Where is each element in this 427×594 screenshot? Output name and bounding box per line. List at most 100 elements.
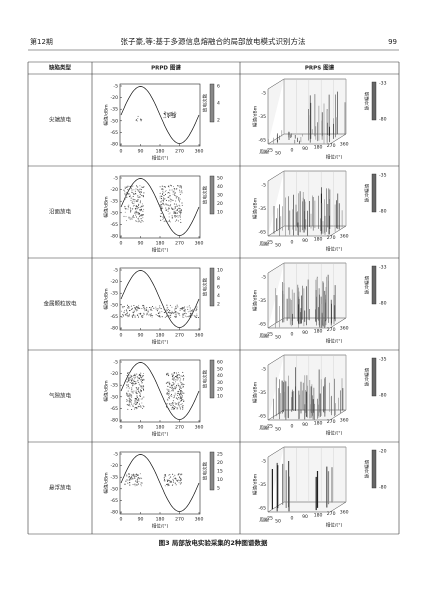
z-tick-label: -65 xyxy=(258,322,266,328)
scatter-dot xyxy=(173,312,175,314)
scatter-dot xyxy=(183,378,185,380)
scatter-dot xyxy=(126,304,129,306)
scatter-dot xyxy=(143,186,145,188)
colorbar-tick-label: 25 xyxy=(217,452,223,458)
y-axis-label: 幅值/dBm xyxy=(103,196,110,218)
scatter-dot xyxy=(134,474,136,476)
x-tick-label: 270 xyxy=(327,419,336,425)
scatter-dot xyxy=(175,305,177,307)
scatter-dot xyxy=(127,395,129,397)
scatter-dot xyxy=(137,212,139,214)
scatter-dot xyxy=(131,308,133,310)
scatter-dot xyxy=(132,380,134,382)
scatter-dot xyxy=(168,213,170,215)
scatter-dot xyxy=(140,214,142,216)
scatter-dot xyxy=(173,396,176,398)
scatter-dot xyxy=(192,309,194,311)
depth-tick-label: 50 xyxy=(275,335,281,341)
scatter-dot xyxy=(170,316,172,319)
scatter-dot xyxy=(136,373,138,375)
scatter-dot xyxy=(142,186,144,188)
scatter-dot xyxy=(137,306,139,308)
scatter-dot xyxy=(179,186,181,188)
scatter-dot xyxy=(126,384,128,386)
scatter-dot xyxy=(176,392,178,395)
x-tick-label: 180 xyxy=(156,425,165,431)
scatter-dot xyxy=(172,388,174,390)
scatter-dot xyxy=(132,198,135,200)
y-tick-label: -50 xyxy=(110,394,118,400)
scatter-dot xyxy=(129,401,131,403)
scatter-dot xyxy=(126,192,129,194)
scatter-dot xyxy=(134,483,136,485)
y-tick-label: -20 xyxy=(110,187,118,193)
scatter-dot xyxy=(167,374,169,376)
colorbar xyxy=(371,357,377,397)
scatter-dot xyxy=(175,379,177,381)
scatter-dot xyxy=(171,117,173,119)
scatter-dot xyxy=(196,315,198,317)
scatter-dot xyxy=(170,112,172,114)
scatter-dot xyxy=(175,484,177,486)
scatter-dot xyxy=(126,394,128,396)
scatter-dot xyxy=(143,406,145,408)
scatter-dot xyxy=(180,400,182,402)
scatter-dot xyxy=(162,203,165,205)
scatter-dot xyxy=(129,207,131,209)
scatter-dot xyxy=(133,390,135,392)
scatter-dot xyxy=(135,307,137,309)
scatter-dot xyxy=(166,480,169,482)
scatter-dot xyxy=(171,111,173,113)
scatter-dot xyxy=(165,475,167,477)
scatter-dot xyxy=(175,316,177,318)
scatter-dot xyxy=(137,309,139,311)
scatter-dot xyxy=(121,306,123,308)
colorbar-tick-label: 40 xyxy=(217,373,223,379)
scatter-dot xyxy=(164,316,166,318)
scatter-dot xyxy=(124,186,126,188)
scatter-dot xyxy=(178,476,181,478)
scatter-dot xyxy=(135,208,137,210)
scatter-dot xyxy=(143,306,145,309)
scatter-dot xyxy=(137,189,139,191)
depth-tick-label: 25 xyxy=(267,516,273,522)
y-tick-label: -65 xyxy=(110,222,118,228)
scatter-dot xyxy=(167,220,169,223)
scatter-dot xyxy=(138,313,140,315)
scatter-dot xyxy=(140,186,142,188)
scatter-dot xyxy=(176,205,178,207)
scatter-dot xyxy=(167,390,169,392)
depth-tick-label: 50 xyxy=(275,427,281,433)
scatter-dot xyxy=(132,478,134,480)
y-tick-label: -5 xyxy=(113,176,118,182)
scatter-dot xyxy=(175,375,177,378)
scatter-dot xyxy=(178,201,181,203)
scatter-dot xyxy=(166,388,168,390)
scatter-dot xyxy=(130,187,132,189)
y-axis-label: 幅值/dBm xyxy=(103,288,110,310)
scatter-dot xyxy=(137,186,139,188)
scatter-dot xyxy=(135,473,137,475)
sine-reference xyxy=(120,270,200,328)
scatter-dot xyxy=(180,393,182,395)
x-tick-label: 270 xyxy=(327,235,336,241)
scatter-dot xyxy=(138,191,141,193)
scatter-dot xyxy=(178,313,180,315)
scatter-dot xyxy=(173,203,175,205)
scatter-dot xyxy=(196,306,198,308)
scatter-dot xyxy=(181,403,183,405)
scatter-dot xyxy=(175,195,177,197)
scatter-dot xyxy=(137,400,139,402)
scatter-dot xyxy=(175,372,177,374)
scatter-dot xyxy=(181,395,183,397)
scatter-dot xyxy=(125,192,127,194)
y-tick-label: -50 xyxy=(110,486,118,492)
scatter-dot xyxy=(147,311,149,313)
scatter-dot xyxy=(135,383,138,385)
scatter-dot xyxy=(174,212,176,214)
x-tick-label: 270 xyxy=(175,425,184,431)
scatter-dot xyxy=(147,309,149,311)
scatter-dot xyxy=(175,200,177,202)
z-tick-label: -5 xyxy=(261,367,266,373)
x-tick-label: 0 xyxy=(291,516,294,522)
